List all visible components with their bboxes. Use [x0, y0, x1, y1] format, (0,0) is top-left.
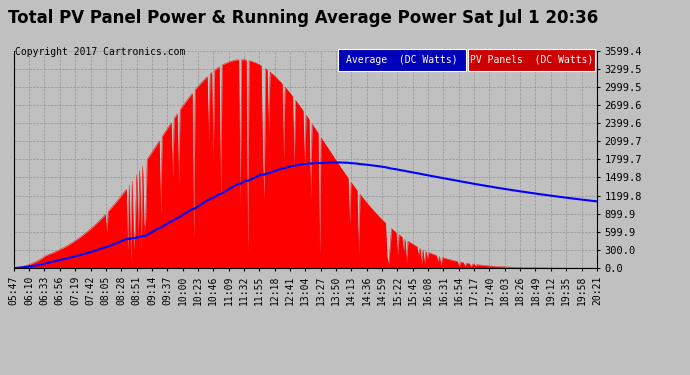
Text: Copyright 2017 Cartronics.com: Copyright 2017 Cartronics.com	[15, 47, 186, 57]
Text: Average  (DC Watts): Average (DC Watts)	[346, 55, 457, 64]
Text: PV Panels  (DC Watts): PV Panels (DC Watts)	[470, 55, 593, 64]
Text: Total PV Panel Power & Running Average Power Sat Jul 1 20:36: Total PV Panel Power & Running Average P…	[8, 9, 599, 27]
